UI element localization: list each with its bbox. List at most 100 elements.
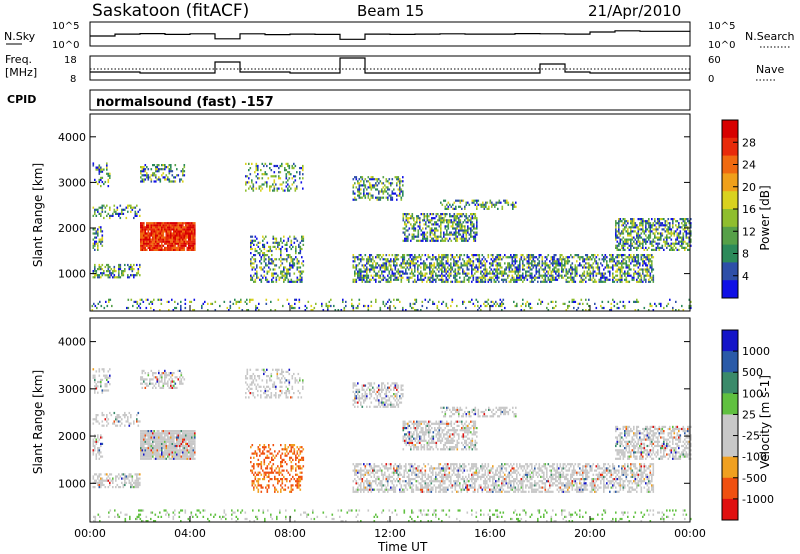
power-cell — [619, 274, 622, 277]
power-cell — [298, 243, 300, 246]
power-cell — [428, 215, 430, 218]
power-cell — [182, 242, 184, 245]
power-cell — [396, 258, 398, 261]
power-cell — [463, 270, 466, 273]
power-cell — [637, 262, 640, 265]
power-cell — [460, 280, 463, 283]
power-cell — [452, 227, 454, 230]
power-cell — [431, 223, 433, 226]
power-cell — [589, 278, 592, 281]
velocity-cell — [141, 453, 144, 456]
velocity-cell — [182, 436, 184, 439]
power-cell — [189, 242, 192, 245]
power-cell — [156, 166, 159, 169]
power-cell — [616, 270, 619, 273]
power-cell — [271, 258, 273, 261]
power-cell — [151, 302, 154, 305]
power-cell — [486, 300, 488, 303]
power-cell — [134, 274, 137, 277]
power-cell — [628, 268, 631, 271]
power-cell — [434, 221, 436, 224]
power-cell — [277, 245, 279, 248]
power-cell — [342, 298, 344, 301]
power-cell — [363, 266, 365, 269]
power-cell — [139, 298, 142, 301]
power-cell — [182, 234, 184, 237]
power-cell — [643, 256, 646, 259]
power-cell — [432, 280, 434, 283]
power-cell — [550, 300, 553, 303]
power-cell — [649, 226, 652, 229]
power-cell — [618, 260, 620, 263]
power-cell — [640, 218, 643, 221]
power-cell — [553, 270, 556, 273]
power-cell — [559, 258, 562, 261]
power-cell — [382, 276, 385, 279]
power-cell — [640, 274, 643, 277]
power-cell — [597, 266, 599, 269]
noise-line — [90, 30, 691, 40]
power-cell — [514, 266, 517, 269]
power-cell — [622, 228, 625, 231]
power-cell — [465, 306, 467, 310]
power-cell — [640, 220, 643, 223]
power-cell — [357, 194, 359, 197]
velocity-cell — [147, 432, 150, 435]
power-cell — [651, 278, 653, 281]
power-cell — [519, 258, 521, 261]
velocity-cell — [156, 442, 159, 445]
power-cell — [411, 227, 414, 230]
power-cell — [194, 238, 196, 241]
power-cell — [538, 254, 541, 257]
power-cell — [364, 254, 367, 257]
power-cell — [541, 274, 544, 277]
power-cell — [583, 272, 586, 275]
power-cell — [140, 166, 142, 169]
power-cell — [156, 170, 159, 173]
power-cell — [161, 244, 163, 247]
velocity-cell — [118, 420, 120, 423]
velocity-cell — [94, 376, 96, 379]
velocity-cell — [152, 455, 154, 458]
power-cell — [180, 234, 183, 237]
power-cell — [204, 300, 206, 303]
power-cell — [637, 236, 640, 239]
power-cell — [574, 270, 577, 273]
power-cell — [185, 234, 187, 237]
power-cell — [153, 164, 156, 167]
power-cell — [376, 178, 379, 181]
power-cell — [508, 256, 511, 259]
power-cell — [454, 278, 457, 281]
velocity-cell — [140, 447, 142, 450]
power-cell — [103, 270, 105, 273]
velocity-cell — [152, 432, 154, 435]
power-cell — [411, 262, 413, 265]
power-cell — [249, 298, 251, 301]
power-cell — [140, 246, 142, 249]
power-cell — [434, 231, 436, 234]
power-cell — [272, 183, 274, 186]
power-cell — [298, 300, 301, 303]
power-cell — [157, 298, 160, 301]
power-cell — [168, 228, 171, 231]
power-cell — [433, 302, 436, 305]
power-cell — [649, 230, 652, 233]
power-cell — [402, 262, 404, 265]
power-cell — [275, 241, 278, 244]
power-cell — [470, 217, 472, 220]
power-cell — [565, 262, 568, 265]
power-cell — [214, 309, 217, 312]
power-cell — [481, 280, 484, 283]
power-cell — [405, 272, 407, 275]
power-cell — [627, 272, 629, 275]
power-cell — [669, 222, 671, 225]
power-cell — [261, 173, 264, 176]
power-cell — [149, 228, 151, 231]
power-cell — [160, 302, 163, 305]
power-cell — [504, 272, 506, 275]
power-cell — [429, 278, 431, 281]
power-cell — [627, 230, 629, 233]
power-cell — [180, 240, 183, 243]
power-cell — [562, 302, 565, 305]
power-cell — [619, 240, 622, 243]
